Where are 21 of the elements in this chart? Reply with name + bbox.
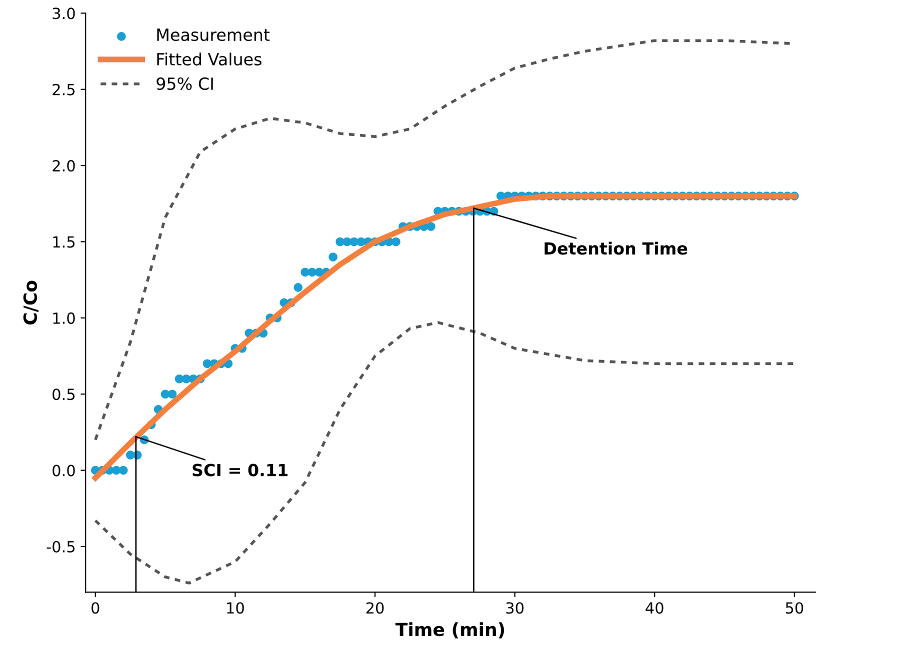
y-tick-label: 0.5 — [52, 388, 75, 400]
x-tick-label: 40 — [646, 602, 664, 614]
annotation: SCI = 0.11 — [192, 464, 288, 476]
x-tick-label: 30 — [506, 602, 524, 614]
y-tick-label: 1.5 — [53, 236, 75, 248]
x-tick-label: 10 — [227, 602, 244, 614]
y-tick-label: 1.0 — [53, 312, 75, 324]
x-tick-label: 20 — [366, 602, 384, 614]
y-tick-label: 2.0 — [52, 160, 75, 172]
y-tick-label: 2.5 — [52, 84, 75, 96]
legend-label: Fitted Values — [157, 52, 262, 66]
x-axis-title: Time (min) — [395, 622, 504, 638]
x-tick-label: 0 — [92, 602, 100, 614]
y-axis-title: C/Co — [23, 280, 38, 325]
x-tick-label: 50 — [786, 602, 804, 614]
legend-label: 95% CI — [156, 77, 213, 90]
annotation: Detention Time — [544, 242, 688, 255]
legend-label: Measurement — [157, 28, 270, 42]
y-tick-label: 0.0 — [52, 464, 75, 476]
y-tick-label: 3.0 — [52, 8, 75, 20]
y-tick-label: -0.5 — [46, 540, 75, 553]
